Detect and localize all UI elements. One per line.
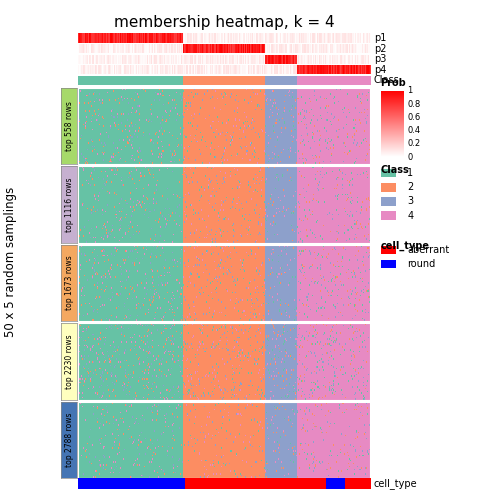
Text: cell_type: cell_type <box>374 478 418 489</box>
Text: top 2788 rows: top 2788 rows <box>65 413 74 467</box>
Text: 0.8: 0.8 <box>407 99 420 108</box>
Text: 3: 3 <box>407 197 413 207</box>
Text: top 558 rows: top 558 rows <box>65 101 74 151</box>
Text: aberrant: aberrant <box>407 245 450 255</box>
Text: Class: Class <box>381 165 409 175</box>
Text: top 1116 rows: top 1116 rows <box>65 177 74 232</box>
Text: 1: 1 <box>407 168 413 178</box>
Text: 50 x 5 random samplings: 50 x 5 random samplings <box>4 187 17 337</box>
Text: 0.6: 0.6 <box>407 113 420 122</box>
Text: 0.4: 0.4 <box>407 126 420 135</box>
Text: round: round <box>407 259 435 269</box>
Text: 4: 4 <box>407 211 413 221</box>
Text: cell_type: cell_type <box>381 241 429 251</box>
Text: Class: Class <box>374 76 400 85</box>
Text: 1: 1 <box>407 86 412 95</box>
Text: top 2230 rows: top 2230 rows <box>65 334 74 389</box>
Text: p2: p2 <box>374 44 387 53</box>
Text: p1: p1 <box>374 33 387 43</box>
Text: 2: 2 <box>407 182 413 193</box>
Text: p4: p4 <box>374 65 387 75</box>
Text: 0.2: 0.2 <box>407 140 420 149</box>
Text: 0: 0 <box>407 153 412 162</box>
Text: Prob: Prob <box>381 78 406 88</box>
Text: p3: p3 <box>374 54 387 64</box>
Text: top 1673 rows: top 1673 rows <box>65 256 74 310</box>
Text: membership heatmap, k = 4: membership heatmap, k = 4 <box>114 15 335 30</box>
